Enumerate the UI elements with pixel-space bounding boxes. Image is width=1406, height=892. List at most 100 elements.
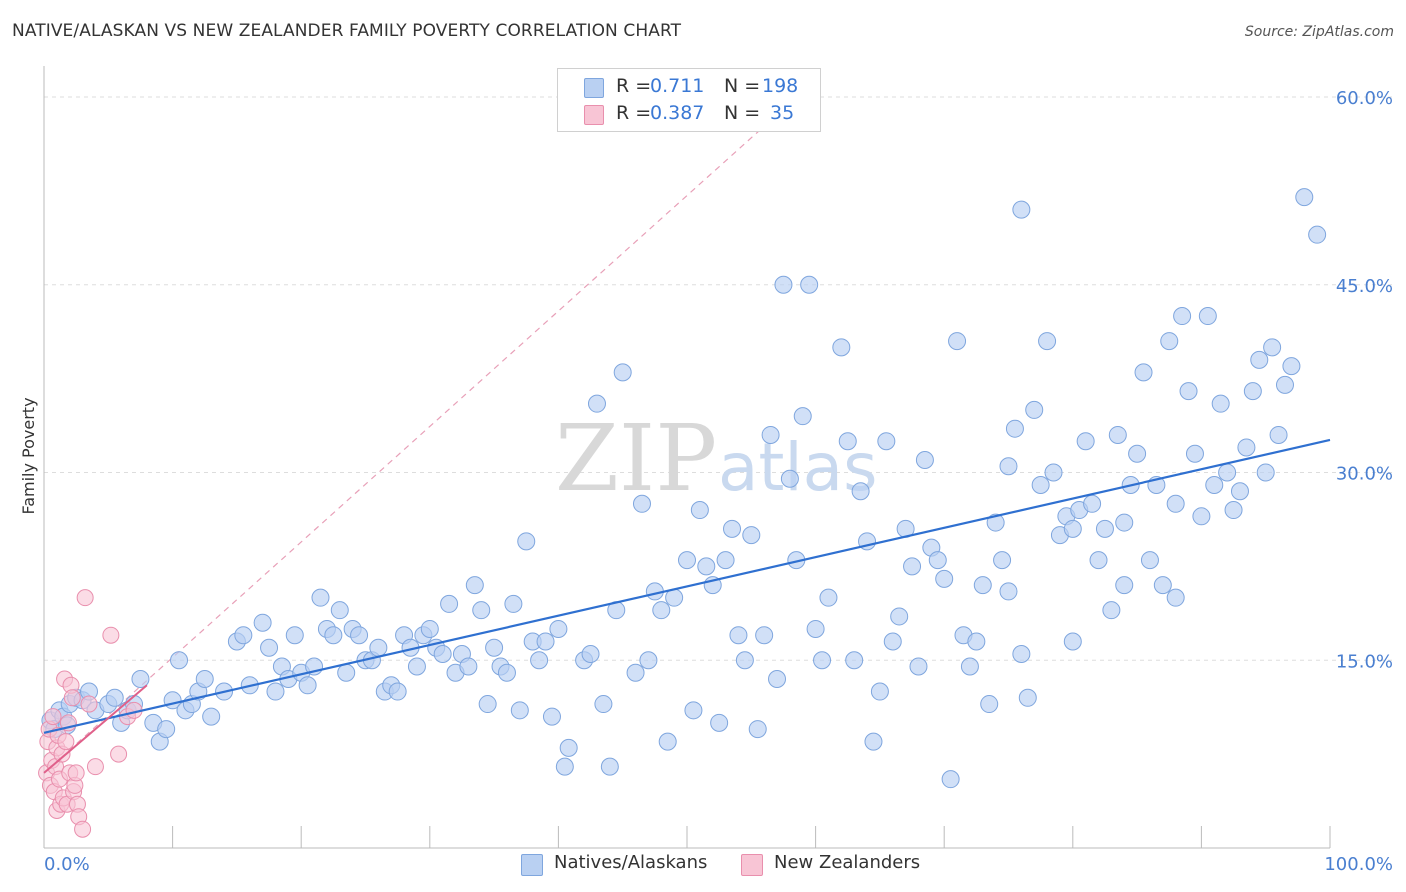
native-point bbox=[973, 576, 992, 595]
native-point bbox=[999, 582, 1018, 601]
native-point bbox=[941, 770, 960, 789]
native-point bbox=[851, 482, 870, 501]
native-point bbox=[1295, 188, 1314, 207]
native-point bbox=[407, 657, 426, 676]
native-point bbox=[748, 720, 767, 739]
native-point bbox=[1038, 332, 1057, 351]
native-point bbox=[1153, 576, 1172, 595]
native-point bbox=[1166, 494, 1185, 513]
native-point bbox=[1025, 400, 1044, 419]
native-point bbox=[530, 651, 549, 670]
trendlines bbox=[43, 438, 1331, 774]
native-point bbox=[1250, 350, 1269, 369]
bottom-legend-label-new-zealanders: New Zealanders bbox=[774, 852, 921, 873]
native-point bbox=[1173, 307, 1192, 326]
native-point bbox=[632, 494, 651, 513]
x-tick-label: 100.0% bbox=[1324, 854, 1393, 875]
native-point bbox=[761, 425, 780, 444]
native-point bbox=[170, 651, 189, 670]
native-point bbox=[967, 632, 986, 651]
native-point bbox=[517, 532, 536, 551]
native-point bbox=[260, 638, 279, 657]
legend: R = 0.711 N = 198 R = 0.387 N = 35 bbox=[557, 68, 821, 132]
native-point bbox=[780, 469, 799, 488]
y-tick-label: 30.0% bbox=[1336, 464, 1393, 485]
new-zealander-point bbox=[57, 733, 75, 751]
y-tick-label: 15.0% bbox=[1336, 651, 1393, 672]
native-point bbox=[1108, 425, 1127, 444]
native-point bbox=[928, 551, 947, 570]
native-point bbox=[948, 332, 967, 351]
native-point bbox=[1198, 307, 1217, 326]
y-axis-label: Family Poverty bbox=[19, 397, 38, 514]
legend-r-value: 0.711 bbox=[650, 75, 705, 97]
native-point bbox=[555, 757, 574, 776]
native-point bbox=[234, 626, 253, 645]
bottom-legend-swatch-blue bbox=[521, 854, 543, 876]
native-point bbox=[774, 275, 793, 294]
native-point bbox=[639, 651, 658, 670]
tick-labels: 15.0% 30.0% 45.0% 60.0% 0.0% 100.0% bbox=[44, 88, 1393, 875]
native-point bbox=[1185, 444, 1204, 463]
native-point bbox=[697, 557, 716, 576]
native-point bbox=[542, 707, 561, 726]
native-point bbox=[723, 519, 742, 538]
native-point bbox=[735, 651, 754, 670]
native-point bbox=[536, 632, 555, 651]
native-point bbox=[472, 601, 491, 620]
new-zealander-point bbox=[110, 745, 128, 763]
native-point bbox=[838, 432, 857, 451]
native-point bbox=[1128, 444, 1147, 463]
native-point bbox=[1018, 688, 1037, 707]
native-point bbox=[1237, 438, 1256, 457]
native-point bbox=[935, 569, 954, 588]
native-point bbox=[465, 576, 484, 595]
native-point bbox=[819, 588, 838, 607]
native-point bbox=[350, 626, 369, 645]
y-tick-label: 60.0% bbox=[1336, 88, 1393, 109]
native-point bbox=[1102, 601, 1121, 620]
native-point bbox=[800, 275, 819, 294]
native-point bbox=[1134, 363, 1153, 382]
native-point bbox=[864, 732, 883, 751]
native-point bbox=[626, 663, 645, 682]
native-point bbox=[903, 557, 922, 576]
native-point bbox=[993, 551, 1012, 570]
new-zealander-point bbox=[76, 589, 94, 607]
native-point bbox=[755, 626, 774, 645]
native-point bbox=[337, 663, 356, 682]
native-point bbox=[1230, 482, 1249, 501]
native-point bbox=[202, 707, 221, 726]
native-point bbox=[549, 619, 568, 638]
native-point bbox=[658, 732, 677, 751]
legend-n-value: 35 bbox=[770, 102, 795, 124]
native-point bbox=[285, 626, 304, 645]
new-zealander-point bbox=[102, 626, 120, 644]
new-zealander-point bbox=[44, 708, 62, 726]
native-point bbox=[1160, 332, 1179, 351]
native-point bbox=[793, 407, 812, 426]
native-point bbox=[870, 682, 889, 701]
native-trendline bbox=[43, 438, 1331, 734]
native-point bbox=[1115, 513, 1134, 532]
native-point bbox=[1063, 519, 1082, 538]
legend-swatch-pink bbox=[584, 105, 604, 125]
native-point bbox=[587, 394, 606, 413]
native-point bbox=[504, 594, 523, 613]
native-point bbox=[1044, 463, 1063, 482]
native-point bbox=[729, 626, 748, 645]
native-point bbox=[806, 619, 825, 638]
new-zealander-point bbox=[86, 758, 104, 776]
native-point bbox=[710, 713, 729, 732]
native-point bbox=[1031, 476, 1050, 495]
native-point bbox=[960, 657, 979, 676]
native-point bbox=[652, 601, 671, 620]
native-point bbox=[388, 682, 407, 701]
native-point bbox=[845, 651, 864, 670]
native-point bbox=[1012, 200, 1031, 219]
native-point bbox=[298, 676, 317, 695]
bottom-legend-label-natives: Natives/Alaskans bbox=[554, 852, 708, 873]
new-zealander-point bbox=[74, 820, 92, 838]
native-point bbox=[1115, 576, 1134, 595]
